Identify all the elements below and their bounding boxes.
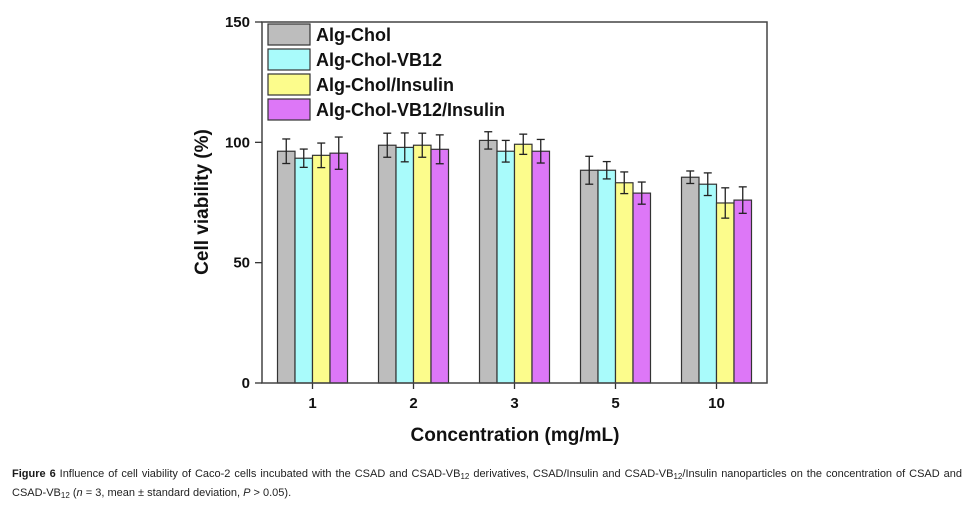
- bar: [513, 143, 533, 384]
- error-bar: [400, 132, 409, 163]
- error-bar: [299, 148, 308, 169]
- caption-text-1: Influence of cell viability of Caco-2 ce…: [55, 468, 461, 480]
- error-bar: [620, 171, 629, 195]
- error-bar: [383, 132, 392, 158]
- legend-label: Alg-Chol/Insulin: [316, 75, 454, 95]
- bar: [311, 154, 331, 384]
- error-bar: [738, 186, 747, 214]
- error-bar: [519, 133, 528, 156]
- error-bars-layer: [282, 131, 747, 219]
- caption-sub-3: 12: [60, 491, 70, 500]
- legend: Alg-Chol Alg-Chol-VB12 Alg-Chol/Insulin Alg…: [267, 23, 505, 121]
- error-bar: [686, 170, 695, 185]
- y-tick-label: 100: [225, 134, 250, 151]
- caption-text-4: (: [69, 487, 77, 499]
- error-bar: [484, 131, 493, 150]
- caption-n: n: [76, 487, 83, 499]
- bar: [478, 139, 498, 384]
- error-bar: [637, 181, 646, 205]
- caption-sub-2: 12: [673, 472, 683, 481]
- y-axis-title: Cell viability (%): [192, 129, 213, 275]
- x-axis-title: Concentration (mg/mL): [411, 425, 620, 446]
- error-bar: [501, 139, 510, 163]
- bar: [496, 150, 516, 384]
- bar: [733, 199, 753, 384]
- bar: [597, 169, 617, 384]
- error-bar: [703, 172, 712, 197]
- caption-text-5: = 3, mean ± standard deviation,: [82, 487, 244, 499]
- bar: [430, 148, 450, 384]
- x-tick-label: 10: [708, 395, 725, 412]
- legend-label: Alg-Chol: [316, 25, 391, 45]
- legend-swatch: [267, 98, 311, 121]
- caption-p: P: [243, 487, 251, 499]
- legend-item: Alg-Chol-VB12: [267, 48, 442, 71]
- bar: [614, 182, 634, 384]
- y-tick-label: 150: [225, 14, 250, 31]
- caption-text-3: /Insulin nanoparticles on the concentrat…: [12, 468, 962, 499]
- error-bar: [536, 138, 545, 164]
- caption-text-2: derivatives, CSAD/Insulin and CSAD-VB: [469, 468, 674, 480]
- figure-caption: Figure 6 Influence of cell viability of …: [12, 466, 962, 504]
- y-tick-label: 0: [242, 375, 250, 392]
- error-bar: [317, 142, 326, 169]
- legend-item: Alg-Chol: [267, 23, 391, 46]
- bar: [715, 202, 735, 384]
- legend-item: Alg-Chol/Insulin: [267, 73, 454, 96]
- x-tick-label: 3: [510, 395, 518, 412]
- bar: [329, 152, 349, 384]
- x-tick-label: 2: [409, 395, 417, 412]
- plot-frame: [261, 21, 768, 384]
- caption-text-6: > 0.05).: [250, 487, 292, 499]
- bar: [680, 176, 700, 384]
- y-tick-label: 50: [233, 255, 250, 272]
- legend-label: Alg-Chol-VB12/Insulin: [316, 100, 505, 120]
- error-bar: [585, 155, 594, 185]
- error-bar: [418, 132, 427, 158]
- bar: [276, 150, 296, 384]
- caption-figure-label: Figure 6: [12, 468, 56, 480]
- bar: [698, 183, 718, 384]
- error-bar: [282, 138, 291, 165]
- caption-sub-1: 12: [460, 472, 470, 481]
- legend-item: Alg-Chol-VB12/Insulin: [267, 98, 505, 121]
- error-bar: [334, 136, 343, 170]
- bar: [412, 144, 432, 384]
- error-bar: [602, 160, 611, 180]
- bar: [395, 146, 415, 384]
- bar: [294, 157, 314, 384]
- bar: [531, 150, 551, 384]
- x-tick-label: 1: [308, 395, 316, 412]
- legend-swatch: [267, 48, 311, 71]
- legend-swatch: [267, 73, 311, 96]
- x-tick-label: 5: [611, 395, 619, 412]
- legend-swatch: [267, 23, 311, 46]
- bars-layer: [276, 139, 753, 384]
- error-bar: [435, 134, 444, 165]
- bar: [632, 192, 652, 384]
- error-bar: [721, 187, 730, 219]
- bar: [377, 144, 397, 384]
- bar: [579, 169, 599, 384]
- legend-label: Alg-Chol-VB12: [316, 50, 442, 70]
